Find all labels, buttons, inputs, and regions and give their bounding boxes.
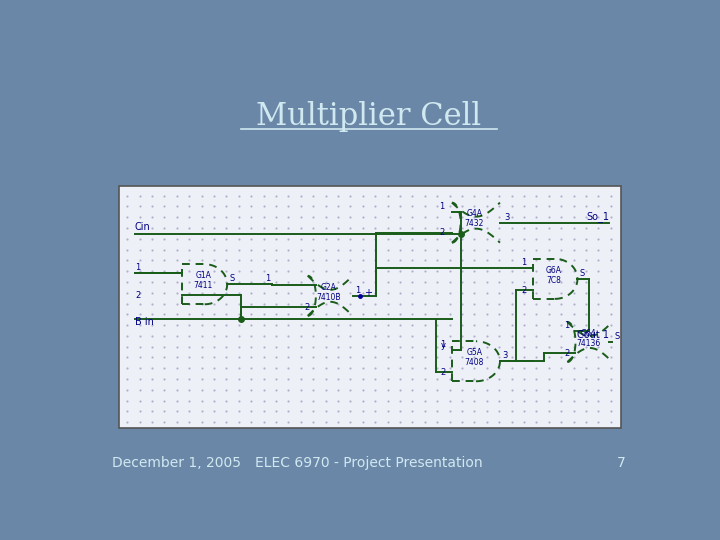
Text: December 1, 2005: December 1, 2005 (112, 456, 241, 470)
Text: 1: 1 (441, 340, 446, 349)
Text: +: + (364, 288, 372, 298)
Text: G5A: G5A (467, 348, 482, 357)
Text: 7411: 7411 (194, 281, 213, 290)
Text: S: S (230, 274, 235, 283)
Text: 1: 1 (355, 286, 360, 295)
Text: 3: 3 (503, 351, 508, 360)
Text: 2: 2 (521, 286, 526, 295)
Text: Cout 1: Cout 1 (577, 330, 609, 340)
Text: 1: 1 (439, 202, 444, 211)
Text: y: y (441, 341, 446, 350)
Text: 2: 2 (439, 228, 444, 237)
Text: So_1: So_1 (586, 211, 609, 222)
Text: B in: B in (135, 317, 154, 327)
Text: 7410B: 7410B (317, 293, 341, 302)
Text: G2A: G2A (321, 282, 337, 292)
Text: S: S (580, 269, 585, 278)
Text: 3: 3 (504, 213, 509, 221)
Text: 7432: 7432 (464, 219, 484, 228)
Text: G1A: G1A (195, 271, 211, 280)
Text: 2: 2 (135, 291, 140, 300)
Text: S: S (615, 332, 620, 341)
Text: Multiplier Cell: Multiplier Cell (256, 102, 482, 132)
Text: 7C8: 7C8 (546, 276, 561, 285)
Text: G6A: G6A (546, 266, 562, 275)
Text: G4A: G4A (467, 210, 482, 219)
Text: 74136: 74136 (576, 339, 600, 348)
Text: G64: G64 (580, 329, 596, 338)
Text: 7408: 7408 (464, 358, 484, 367)
Text: 1: 1 (564, 321, 570, 330)
Text: 7: 7 (617, 456, 626, 470)
Text: 2: 2 (564, 349, 570, 358)
Text: ELEC 6970 - Project Presentation: ELEC 6970 - Project Presentation (255, 456, 483, 470)
Bar (120, 186, 621, 428)
Text: 1: 1 (521, 258, 526, 267)
Text: 2: 2 (305, 303, 310, 313)
Text: 1: 1 (135, 264, 140, 272)
Text: 2: 2 (441, 368, 446, 377)
Text: Cin: Cin (135, 222, 150, 232)
Text: 1: 1 (265, 274, 270, 283)
